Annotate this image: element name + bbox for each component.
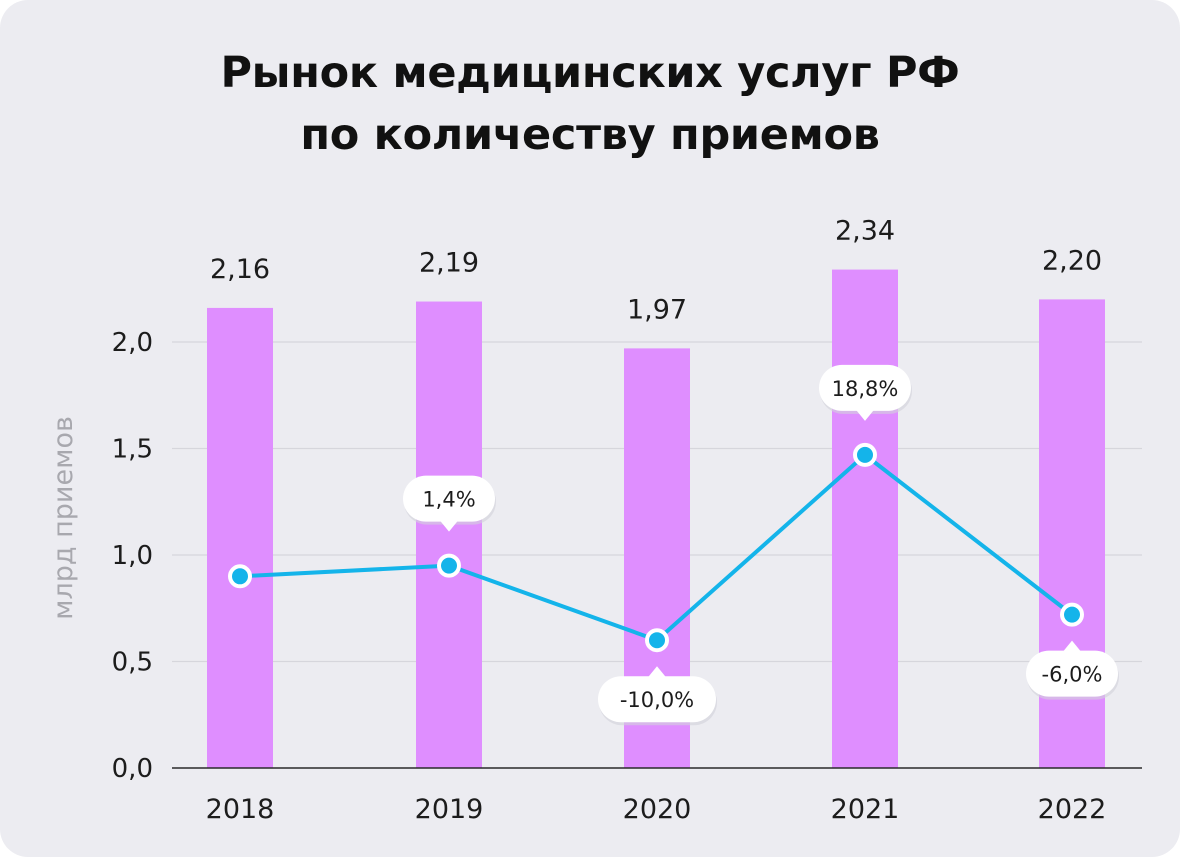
x-tick-label: 2020 [623, 794, 692, 825]
chart-title-line-1: Рынок медицинских услуг РФ [220, 48, 960, 98]
annotation-text: 1,4% [422, 488, 475, 512]
y-tick-label: 1,5 [112, 435, 153, 465]
annotation-tip [648, 666, 666, 678]
y-tick-label: 0,0 [112, 754, 153, 784]
annotation-text: -10,0% [620, 688, 694, 712]
bar-value-label: 2,20 [1042, 245, 1102, 276]
line-point [853, 442, 877, 467]
growth-line [228, 442, 1084, 653]
bar [416, 301, 482, 768]
line-point [1060, 602, 1084, 627]
annotation-text: -6,0% [1042, 663, 1103, 687]
annotation-tip [440, 520, 458, 532]
labels: 0,0 0,5 1,0 1,5 2,0 2,16 2,19 1,97 2,34 2,20 2018 2… [112, 216, 1119, 825]
x-tick-label: 2018 [206, 794, 275, 825]
bar-value-label: 2,34 [835, 216, 895, 247]
x-tick-label: 2022 [1038, 794, 1107, 825]
bar-value-label: 2,19 [419, 248, 479, 279]
growth-annotation: -10,0% [598, 666, 717, 726]
y-tick-label: 0,5 [112, 648, 153, 678]
chart-title: Рынок медицинских услуг РФ по количеству… [0, 42, 1180, 166]
growth-annotation: 1,4% [403, 475, 496, 532]
annotation-tip [856, 409, 874, 421]
annotation-bubble [403, 475, 495, 522]
x-tick-label: 2021 [831, 794, 900, 825]
x-tick-label: 2019 [415, 794, 484, 825]
line-point [437, 553, 461, 578]
annotation-text: 18,8% [832, 377, 899, 401]
bar [207, 307, 273, 768]
bar [832, 269, 898, 768]
growth-annotation: 18,8% [819, 364, 912, 421]
y-axis-label: млрд приемов [48, 416, 79, 620]
annotation-tip [1063, 640, 1081, 652]
bar-value-label: 1,97 [627, 294, 687, 325]
growth-annotation: -6,0% [1026, 640, 1119, 700]
annotation-bubble [819, 364, 911, 411]
annotation-bubble [1026, 650, 1118, 697]
y-tick-label: 2,0 [112, 328, 153, 358]
line-point [228, 564, 252, 589]
bar-value-label: 2,16 [210, 254, 270, 285]
y-tick-label: 1,0 [112, 541, 153, 571]
chart-title-line-2: по количеству приемов [300, 110, 880, 160]
annotation-bubble [598, 676, 716, 723]
line-point [645, 628, 669, 653]
